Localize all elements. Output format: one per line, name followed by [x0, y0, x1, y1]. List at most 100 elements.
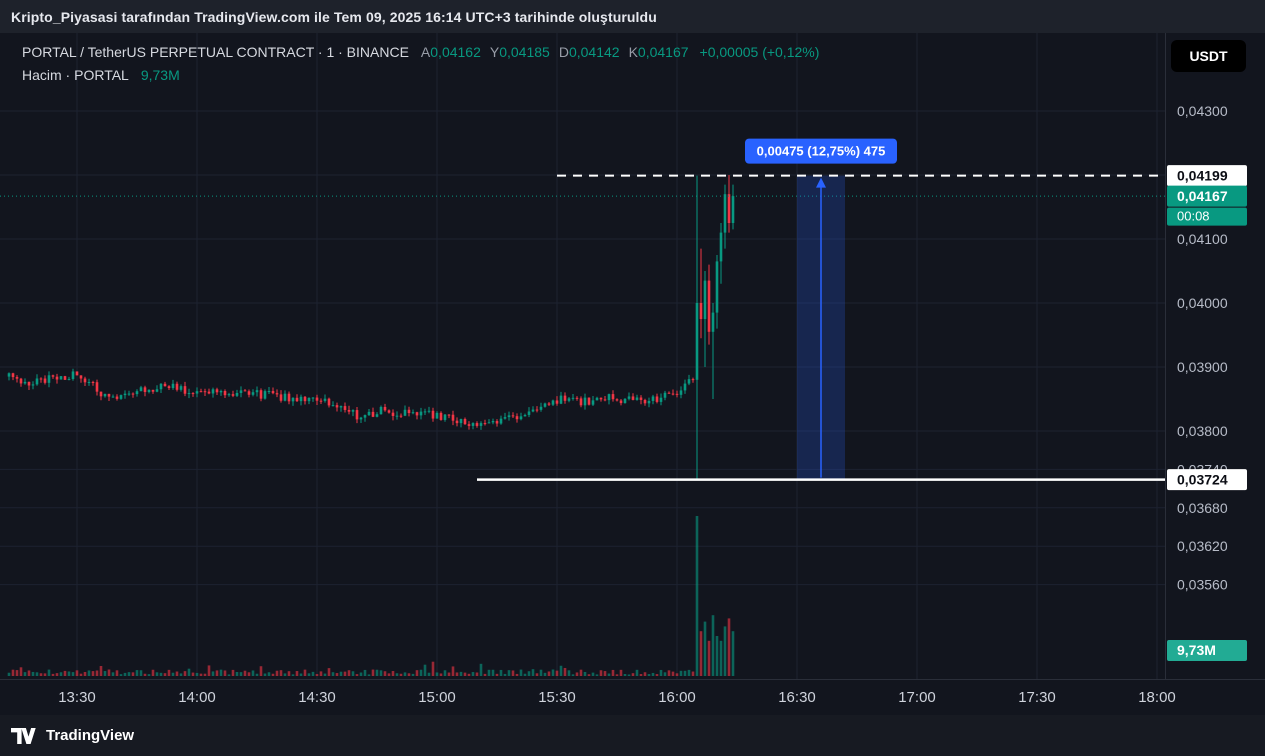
price-tick-label: 0,04100	[1177, 231, 1228, 247]
volume-bar	[527, 671, 531, 676]
volume-bar	[39, 673, 43, 676]
candle-body	[431, 410, 435, 419]
candle-body	[531, 409, 535, 412]
volume-bar	[559, 665, 563, 676]
candle-body	[579, 398, 583, 406]
price-tick-label: 0,03800	[1177, 423, 1228, 439]
time-axis[interactable]: 13:30 14:00 14:30 15:00 15:30 16:00 16:30 17:00…	[0, 679, 1265, 707]
volume-info-line: Hacim · PORTAL 9,73M	[22, 67, 819, 83]
volume-bar	[611, 669, 615, 676]
tradingview-logo-icon[interactable]	[11, 727, 37, 744]
candle-body	[707, 280, 711, 332]
candle-body	[95, 382, 99, 392]
time-tick-label: 16:00	[658, 689, 696, 706]
volume-bar	[475, 672, 479, 676]
volume-bar	[107, 669, 111, 676]
candle-body	[275, 393, 279, 395]
volume-bar	[307, 673, 311, 676]
volume-bar	[303, 669, 307, 676]
volume-bar	[531, 669, 535, 676]
volume-bar	[43, 673, 47, 676]
volume-bar	[175, 671, 179, 676]
candle-body	[427, 410, 431, 412]
candle-body	[691, 379, 695, 381]
candle-body	[87, 381, 91, 383]
volume-study-title[interactable]: Hacim · PORTAL	[22, 67, 129, 83]
candle-body	[243, 390, 247, 392]
volume-bar	[567, 670, 571, 676]
volume-bar	[595, 674, 599, 676]
candle-body	[39, 378, 43, 380]
volume-bar	[383, 671, 387, 676]
volume-bar	[295, 671, 299, 676]
volume-bar	[191, 672, 195, 676]
volume-bar	[443, 670, 447, 676]
price-tick-label: 0,04000	[1177, 295, 1228, 311]
volume-bar	[627, 674, 631, 676]
low-value: 0,04142	[568, 44, 620, 60]
volume-bar	[247, 672, 251, 676]
candle-body	[27, 381, 31, 386]
candle-body	[151, 389, 155, 392]
price-badges: 0,04199 0,03724 0,04167 00:08 9,73M	[1167, 165, 1247, 661]
volume-bar	[683, 670, 687, 676]
volume-bar	[67, 671, 71, 676]
volume-bar	[123, 672, 127, 676]
volume-bar	[219, 669, 223, 676]
candle-body	[271, 391, 275, 394]
volume-bar	[507, 670, 511, 676]
candle-body	[187, 393, 191, 395]
volume-bar	[579, 669, 583, 676]
volume-bar	[255, 673, 259, 676]
volume-bar	[419, 669, 423, 676]
levels-layer[interactable]	[477, 174, 1165, 481]
volume-bar	[51, 673, 55, 676]
price-axis[interactable]: 0,04300 0,04100 0,04000 0,03900 0,03800 0,037…	[1165, 33, 1228, 679]
candle-body	[67, 378, 71, 380]
candle-body	[139, 387, 143, 392]
volume-bar	[331, 672, 335, 676]
volume-bar	[439, 673, 443, 676]
currency-toggle-button[interactable]: USDT	[1171, 40, 1246, 72]
volume-bar	[403, 672, 407, 676]
open-pair: A0,04162	[421, 44, 481, 60]
candle-body	[303, 396, 307, 402]
volume-bar	[15, 670, 19, 676]
volume-bar	[459, 671, 463, 676]
candle-body	[55, 376, 59, 380]
volume-layer	[7, 516, 735, 676]
candle-body	[443, 414, 447, 420]
volume-bar	[115, 670, 119, 676]
volume-bar	[391, 671, 395, 676]
candle-body	[471, 423, 475, 426]
symbol-title[interactable]: PORTAL / TetherUS PERPETUAL CONTRACT · 1…	[22, 44, 409, 60]
candle-body	[71, 371, 75, 379]
candle-body	[595, 397, 599, 401]
price-tick-label: 0,04300	[1177, 103, 1228, 119]
chart-region: 0,00475 (12,75%) 475 0,04300 0,04100 0,0400…	[0, 33, 1265, 715]
candle-body	[75, 371, 79, 376]
tradingview-brand[interactable]: TradingView	[46, 727, 135, 744]
volume-bar	[455, 672, 459, 676]
candle-body	[311, 397, 315, 399]
candle-body	[295, 397, 299, 402]
volume-bar	[299, 673, 303, 676]
candle-body	[135, 391, 139, 395]
volume-bar	[143, 673, 147, 676]
candle-body	[91, 381, 95, 383]
volume-bar	[387, 673, 391, 676]
symbol-info-line: PORTAL / TetherUS PERPETUAL CONTRACT · 1…	[22, 44, 819, 60]
open-value: 0,04162	[430, 44, 481, 60]
time-tick-label: 15:00	[418, 689, 456, 706]
volume-bar	[427, 672, 431, 676]
volume-bar	[235, 671, 239, 676]
candle-body	[659, 397, 663, 402]
candle-body	[535, 409, 539, 411]
attribution-text: Kripto_Piyasasi tarafından TradingView.c…	[11, 8, 657, 25]
measurement-tool[interactable]: 0,00475 (12,75%) 475	[745, 138, 897, 480]
volume-bar	[311, 671, 315, 676]
volume-bar	[59, 672, 63, 676]
candle-body	[411, 412, 415, 414]
chart-canvas[interactable]: 0,00475 (12,75%) 475 0,04300 0,04100 0,0400…	[0, 33, 1265, 715]
candle-body	[35, 378, 39, 385]
